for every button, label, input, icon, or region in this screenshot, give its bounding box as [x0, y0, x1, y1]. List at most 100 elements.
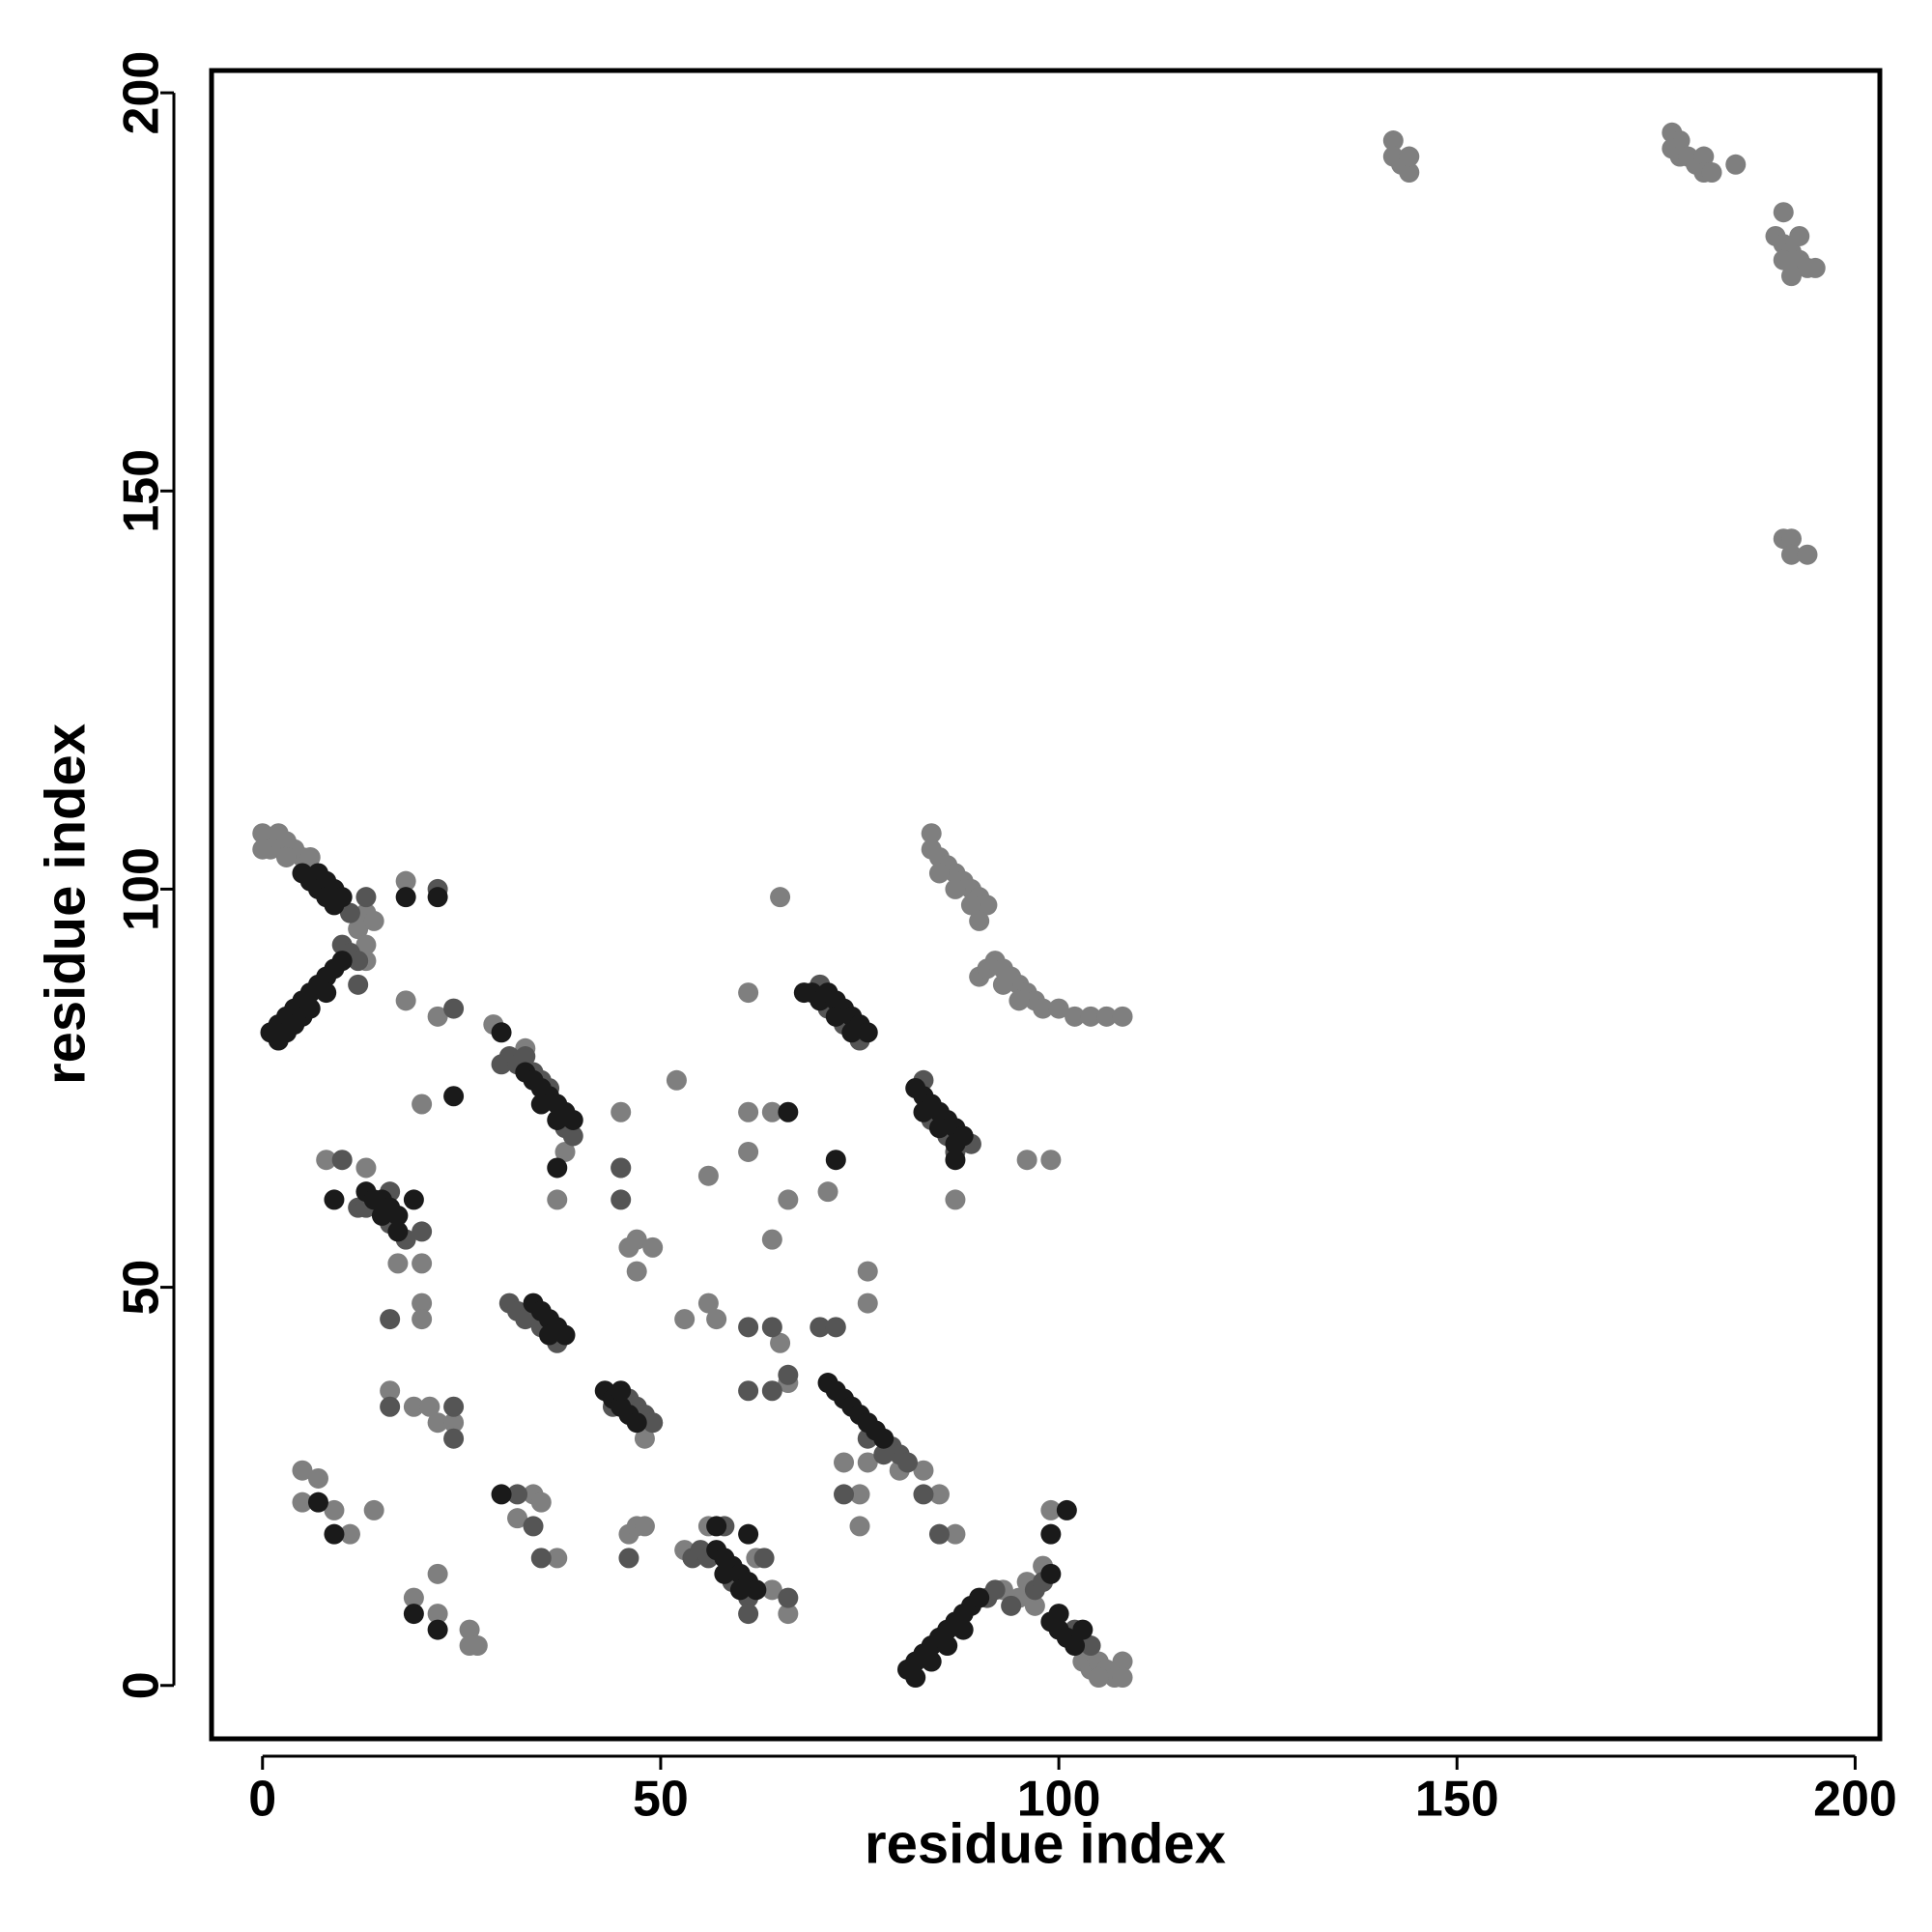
y-tick-label: 0 — [114, 1671, 170, 1699]
contact-point — [729, 1579, 751, 1601]
contact-point — [634, 1516, 655, 1537]
x-axis-title: residue index — [865, 1812, 1226, 1875]
contact-point — [443, 1086, 465, 1107]
contact-point — [1382, 130, 1404, 152]
contact-point — [491, 1022, 512, 1043]
contact-point — [714, 1563, 735, 1584]
contact-point — [969, 1587, 990, 1608]
contact-point — [674, 1309, 696, 1330]
contact-point — [412, 1221, 433, 1242]
contact-point — [1773, 249, 1794, 270]
contact-point — [427, 1619, 448, 1640]
contact-point — [913, 1101, 934, 1122]
contact-point — [857, 1293, 878, 1314]
contact-point — [611, 1157, 632, 1179]
contact-point — [1056, 1499, 1077, 1520]
contact-point — [810, 1317, 831, 1338]
contact-point — [355, 934, 377, 955]
contact-point — [1040, 1563, 1062, 1584]
contact-point — [395, 887, 416, 908]
contact-point — [324, 1523, 345, 1545]
contact-point — [363, 1499, 384, 1520]
contact-point — [292, 1460, 313, 1481]
contact-point — [307, 1492, 328, 1513]
contact-point — [316, 982, 337, 1004]
contact-point — [761, 1101, 782, 1122]
contact-point — [817, 1181, 838, 1203]
contact-point — [331, 887, 353, 908]
contact-point — [945, 1150, 966, 1171]
contact-point — [913, 1484, 934, 1505]
contact-point — [387, 1253, 409, 1274]
contact-point — [746, 1579, 767, 1601]
contact-point — [849, 1484, 870, 1505]
contact-point — [738, 1317, 759, 1338]
contact-point — [443, 1412, 465, 1434]
contact-point — [611, 1101, 632, 1122]
contact-point — [547, 1189, 568, 1210]
contact-point — [1112, 1006, 1133, 1027]
contact-point — [738, 982, 759, 1004]
x-tick-label: 100 — [1017, 1772, 1101, 1828]
contact-point — [554, 1324, 576, 1346]
contact-point — [834, 1452, 855, 1473]
contact-point — [427, 1604, 448, 1625]
contact-point — [666, 1069, 687, 1091]
contact-point — [507, 1508, 528, 1529]
contact-point — [443, 1428, 465, 1449]
x-tick-label: 150 — [1415, 1772, 1499, 1828]
contact-point — [299, 846, 321, 867]
contact-point — [1725, 154, 1747, 175]
contact-point — [761, 1317, 782, 1338]
contact-point — [857, 1022, 878, 1043]
contact-point — [945, 1133, 966, 1154]
contact-point — [697, 1293, 719, 1314]
contact-point — [1804, 257, 1826, 278]
contact-point — [945, 878, 966, 899]
contact-point — [380, 1396, 401, 1417]
contact-point — [706, 1516, 727, 1537]
contact-point — [834, 1484, 855, 1505]
contact-point — [1088, 1667, 1109, 1689]
contact-point — [427, 1006, 448, 1027]
contact-point — [355, 1157, 377, 1179]
contact-point — [1780, 544, 1802, 565]
contact-point — [427, 1412, 448, 1434]
contact-point — [778, 1101, 799, 1122]
contact-point — [547, 1157, 568, 1179]
contact-point — [1112, 1651, 1133, 1672]
contact-point — [761, 1380, 782, 1402]
y-tick-label: 200 — [114, 51, 170, 135]
contact-point — [945, 1189, 966, 1210]
contact-point — [299, 998, 321, 1019]
contact-point — [778, 1364, 799, 1385]
contact-point — [896, 1452, 918, 1473]
contact-point — [618, 1548, 639, 1569]
x-tick-label: 0 — [248, 1772, 276, 1828]
contact-point — [611, 1380, 632, 1402]
contact-point — [324, 1189, 345, 1210]
contact-point — [412, 1293, 433, 1314]
contact-point — [403, 1604, 424, 1625]
contact-point — [905, 1667, 926, 1689]
contact-point — [738, 1523, 759, 1545]
contact-point — [412, 1309, 433, 1330]
contact-point — [1009, 990, 1030, 1011]
contact-point — [316, 1150, 337, 1171]
contact-point — [873, 1444, 895, 1465]
contact-point — [697, 1165, 719, 1186]
contact-point — [443, 998, 465, 1019]
contact-point — [412, 1094, 433, 1115]
contact-point — [984, 1579, 1006, 1601]
contact-point — [331, 1150, 353, 1171]
contact-point — [1797, 544, 1818, 565]
contact-point — [348, 951, 369, 972]
contact-point — [857, 1452, 878, 1473]
contact-point — [1399, 162, 1420, 184]
contact-point — [427, 1563, 448, 1584]
contact-point — [355, 887, 377, 908]
y-tick-label: 150 — [114, 449, 170, 533]
y-tick-label: 50 — [114, 1260, 170, 1316]
y-axis-title: residue index — [34, 724, 97, 1085]
